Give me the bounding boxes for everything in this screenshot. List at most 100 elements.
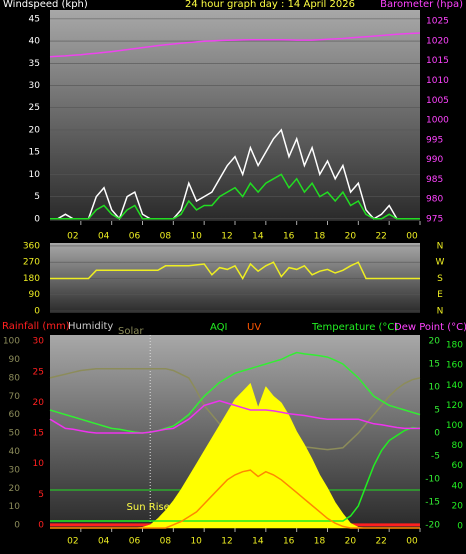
y-tick-label: 25: [29, 103, 40, 113]
x-tick-label: 20: [345, 232, 357, 242]
y-tick-label: 50: [9, 429, 21, 439]
y-tick-label: 60: [452, 461, 464, 471]
legend-label: Solar: [118, 326, 144, 337]
y-tick-label: 20: [452, 501, 464, 511]
y-tick-label: 40: [452, 481, 464, 491]
legend-label: Dew Point (°C): [394, 322, 466, 333]
x-tick-label: 22: [375, 232, 386, 242]
x-tick-label: 10: [190, 537, 202, 547]
y-tick-label: 30: [33, 337, 45, 347]
x-tick-label: 14: [252, 232, 264, 242]
y-tick-label: 140: [446, 381, 463, 391]
chart-title: 24 hour graph day : 14 April 2026: [185, 0, 355, 10]
annotation: Sun Rise: [127, 502, 170, 513]
series-line: [49, 351, 421, 434]
y-tick-label: 15: [29, 148, 40, 158]
y-tick-label: 1005: [426, 96, 449, 106]
y-tick-label: W: [436, 258, 445, 268]
series-line: [50, 128, 420, 221]
legend-label: Humidity: [68, 321, 113, 332]
y-tick-label: 1010: [426, 76, 449, 86]
x-tick-label: 06: [129, 537, 141, 547]
x-tick-label: 20: [345, 537, 357, 547]
y-tick-label: -20: [425, 521, 440, 531]
y-tick-label: 0: [14, 521, 20, 531]
y-tick-label: 45: [29, 14, 40, 24]
y2-axis-label: Barometer (hpa): [380, 0, 463, 10]
y-tick-label: 30: [29, 81, 41, 91]
y-tick-label: 1025: [426, 17, 449, 27]
series-line: [50, 173, 420, 220]
legend-label: Rainfall (mm): [2, 321, 70, 332]
y-tick-label: 985: [426, 175, 443, 185]
legend-label: Temperature (°C): [311, 322, 398, 333]
y-axis-label: Windspeed (kph): [3, 0, 88, 10]
y-tick-label: 0: [457, 521, 463, 531]
x-tick-label: 06: [129, 232, 141, 242]
y-tick-label: 25: [33, 367, 44, 377]
y-tick-label: -15: [425, 498, 440, 508]
y-tick-label: 980: [426, 195, 443, 205]
y-tick-label: 60: [9, 410, 21, 420]
y-tick-label: 10: [29, 170, 41, 180]
series-line: [49, 400, 420, 434]
x-tick-label: 04: [98, 537, 110, 547]
y-tick-label: 120: [446, 401, 463, 411]
x-tick-label: 22: [375, 537, 386, 547]
y-tick-label: 160: [446, 361, 463, 371]
x-tick-label: 16: [283, 537, 295, 547]
y-tick-label: 20: [29, 125, 41, 135]
y-tick-label: 1020: [426, 36, 449, 46]
x-tick-label: 12: [221, 537, 232, 547]
x-tick-label: 14: [252, 537, 264, 547]
y-tick-label: 975: [426, 215, 443, 225]
y-tick-label: -10: [425, 475, 440, 485]
y-tick-label: 40: [9, 447, 21, 457]
y-tick-label: 360: [23, 241, 40, 251]
x-tick-label: 16: [283, 232, 295, 242]
y-tick-label: 0: [34, 307, 40, 317]
legend-label: UV: [247, 322, 261, 333]
plot-background: [50, 243, 420, 313]
y-tick-label: 1015: [426, 56, 449, 66]
y-tick-label: 5: [34, 192, 40, 202]
y-tick-label: 20: [429, 336, 441, 346]
plot-background: [50, 10, 420, 221]
series-line: [49, 32, 421, 58]
y-tick-label: 20: [33, 398, 45, 408]
y-tick-label: 80: [452, 441, 464, 451]
y-tick-label: 35: [29, 59, 40, 69]
y-tick-label: 990: [426, 155, 443, 165]
y-tick-label: 995: [426, 135, 443, 145]
legend-label: AQI: [210, 322, 228, 333]
y-tick-label: 100: [3, 337, 20, 347]
x-tick-label: 08: [160, 232, 172, 242]
y-tick-label: 0: [38, 520, 44, 530]
x-tick-label: 00: [406, 232, 418, 242]
x-tick-label: 10: [190, 232, 202, 242]
y-tick-label: 40: [29, 37, 41, 47]
x-tick-label: 00: [406, 537, 418, 547]
series-line: [50, 261, 420, 281]
y-tick-label: -5: [431, 451, 440, 461]
y-tick-label: 30: [9, 465, 21, 475]
y-tick-label: 180: [446, 341, 463, 351]
y-tick-label: E: [437, 290, 443, 300]
y-tick-label: 0: [434, 428, 440, 438]
x-tick-label: 18: [314, 537, 326, 547]
y-tick-label: S: [437, 274, 443, 284]
y-tick-label: 180: [23, 274, 40, 284]
y-tick-label: 0: [34, 214, 40, 224]
y-tick-label: 1000: [426, 116, 449, 126]
series-line: [50, 469, 420, 529]
y-tick-label: N: [437, 307, 444, 317]
y-tick-label: 15: [429, 359, 440, 369]
y-tick-label: 15: [33, 429, 44, 439]
y-tick-label: 5: [434, 405, 440, 415]
y-tick-label: N: [437, 241, 444, 251]
x-tick-label: 02: [67, 537, 78, 547]
y-tick-label: 80: [9, 373, 21, 383]
y-tick-label: 5: [38, 490, 44, 500]
